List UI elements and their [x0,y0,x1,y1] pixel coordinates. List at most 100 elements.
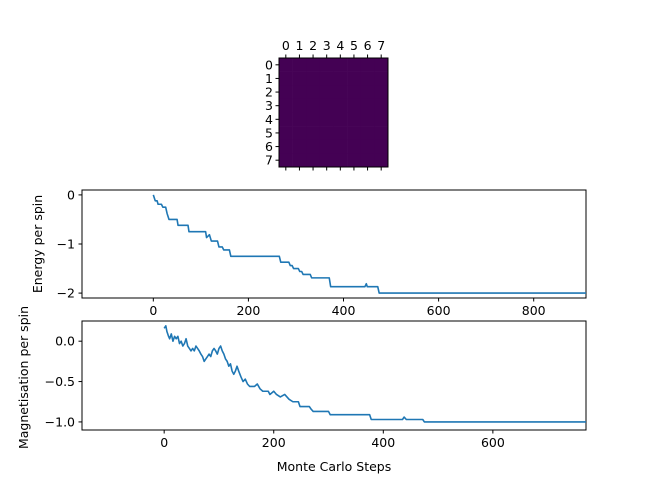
heatmap-cell [292,112,307,127]
energy-ticks: 0 200 400 600 800 0 −1 −2 [57,187,546,318]
heatmap-cell [319,85,334,100]
heatmap-cell [333,98,348,113]
heatmap-cell [306,139,321,154]
heatmap-cell [333,71,348,86]
heatmap-cell [347,112,362,127]
magnetisation-y-tick-label: −0.5 [45,374,75,389]
heatmap-cell [333,139,348,154]
heatmap-cell [374,112,389,127]
heatmap-cell [347,58,362,72]
energy-x-tick-label: 800 [522,303,546,318]
heatmap-cell [347,98,362,113]
heatmap-x-tick-label: 2 [309,38,317,53]
heatmap-cell [333,126,348,141]
heatmap-cell [374,71,389,86]
heatmap-y-tick-label: 6 [265,139,273,154]
heatmap-cell [319,126,334,141]
heatmap-cell [279,126,293,141]
heatmap-cell [306,98,321,113]
heatmap-cell [360,126,375,141]
heatmap-cell [347,71,362,86]
heatmap-cell [306,71,321,86]
heatmap-cell [360,153,375,168]
heatmap-cell [374,126,389,141]
heatmap-cell [347,139,362,154]
heatmap-cell [374,153,389,168]
heatmap-cell [279,85,293,100]
energy-series-line [152,194,586,294]
heatmap-cells [279,58,389,168]
heatmap-cell [360,58,375,72]
heatmap-cell [319,71,334,86]
magnetisation-y-axis-label: Magnetisation per spin [16,306,31,449]
magnetisation-series-line [163,325,586,423]
heatmap-cell [306,112,321,127]
heatmap-cell [347,153,362,168]
heatmap-y-tick-label: 1 [265,71,273,86]
heatmap-cell [292,153,307,168]
heatmap-cell [374,139,389,154]
heatmap-cell [333,58,348,72]
energy-x-tick-label: 400 [332,303,356,318]
heatmap-cell [374,98,389,113]
heatmap-cell [292,58,307,72]
heatmap-cell [333,112,348,127]
heatmap-cell [319,98,334,113]
heatmap-y-tick-label: 2 [265,85,273,100]
heatmap-y-tick-label: 0 [265,57,273,72]
energy-x-tick-label: 0 [149,303,157,318]
energy-x-tick-label: 600 [427,303,451,318]
energy-y-axis-label: Energy per spin [30,195,45,293]
magnetisation-plot-frame [81,320,587,431]
heatmap-cell [319,112,334,127]
heatmap-cell [292,71,307,86]
heatmap-cell [306,153,321,168]
energy-plot: 0 200 400 600 800 0 −1 −2 Energy per spin [30,187,587,318]
energy-y-tick-label: 0 [67,187,75,202]
heatmap-cell [374,58,389,72]
heatmap-cell [360,71,375,86]
energy-y-tick-label: −2 [57,286,75,301]
heatmap-cell [306,58,321,72]
heatmap-cell [360,112,375,127]
magnetisation-x-tick-label: 400 [371,435,395,450]
x-axis-label: Monte Carlo Steps [277,459,392,474]
heatmap-cell [292,139,307,154]
heatmap-cell [279,112,293,127]
heatmap-cell [279,98,293,113]
heatmap-cell [292,85,307,100]
heatmap-x-tick-label: 3 [323,38,331,53]
heatmap-x-tick-label: 0 [282,38,290,53]
heatmap-y-tick-label: 3 [265,98,273,113]
heatmap-cell [292,98,307,113]
energy-y-tick-label: −1 [57,237,75,252]
heatmap-cell [360,139,375,154]
heatmap-cell [333,85,348,100]
heatmap-cell [319,58,334,72]
heatmap-cell [279,139,293,154]
heatmap-frame [278,57,389,168]
heatmap-x-tick-label: 1 [295,38,303,53]
heatmap-y-tick-label: 4 [265,112,273,127]
heatmap-x-tick-label: 5 [350,38,358,53]
heatmap-y-tick-label: 7 [265,153,273,168]
magnetisation-y-tick-label: −1.0 [45,414,75,429]
magnetisation-x-tick-label: 600 [481,435,505,450]
heatmap-cell [360,85,375,100]
magnetisation-x-tick-label: 200 [262,435,286,450]
heatmap-cell [306,126,321,141]
heatmap-x-tick-label: 6 [364,38,372,53]
magnetisation-y-tick-label: 0.0 [55,334,75,349]
heatmap-cell [279,58,293,72]
heatmap-x-tick-label: 4 [336,38,344,53]
magnetisation-x-tick-label: 0 [160,435,168,450]
heatmap-cell [347,126,362,141]
heatmap-x-tick-label: 7 [377,38,385,53]
heatmap-cell [374,85,389,100]
heatmap-cell [306,85,321,100]
heatmap-cell [333,153,348,168]
heatmap-cell [319,139,334,154]
